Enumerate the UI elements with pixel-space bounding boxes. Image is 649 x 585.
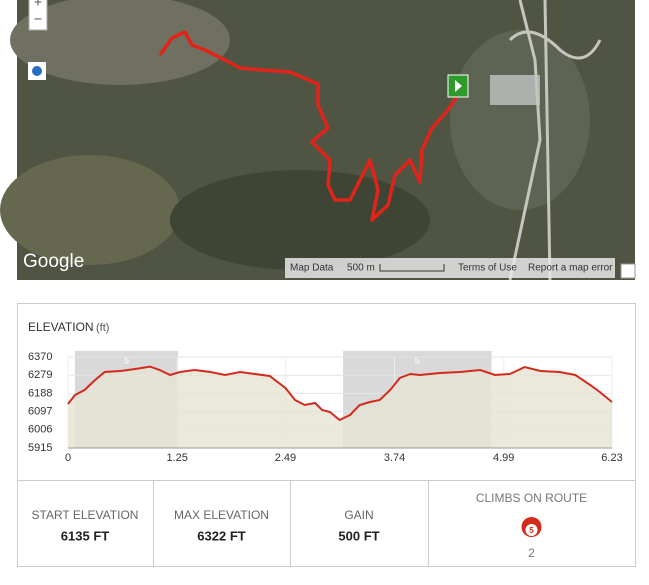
terrain: [170, 170, 430, 270]
climb-icon-inner: [525, 524, 538, 536]
y-tick-label: 6006: [28, 424, 52, 436]
x-tick-label: 3.74: [384, 452, 405, 464]
y-tick-label: 6097: [28, 406, 52, 418]
terrain: [10, 0, 230, 85]
climb-label: 5: [415, 355, 420, 365]
zoom-control[interactable]: [28, 0, 48, 31]
plot: 5 5 5915 6006 6097 6188 6279 6370 0 1.25 2.49 3.74 4…: [28, 351, 623, 464]
terrain: [450, 30, 590, 210]
y-tick-label: 6370: [28, 351, 52, 363]
building: [490, 75, 540, 105]
zoom-out[interactable]: −: [34, 11, 42, 27]
climb-label: 5: [124, 355, 129, 365]
stat-value: 6322 FT: [197, 528, 245, 543]
zoom-in[interactable]: +: [34, 0, 42, 10]
elevation-line: [67, 365, 613, 422]
stat-value: 6135 FT: [61, 528, 109, 543]
road: [508, 0, 602, 281]
x-tick-label: 2.49: [275, 452, 296, 464]
stat-label: CLIMBS ON ROUTE: [476, 491, 587, 505]
y-tick-label: 6188: [28, 387, 52, 399]
stat-value: 500 FT: [338, 528, 379, 543]
scale-bar: [379, 264, 445, 272]
chart-title: ELEVATION: [28, 320, 94, 334]
route: [158, 30, 460, 222]
chart-unit: (ft): [96, 322, 109, 334]
x-tick-label: 6.23: [601, 452, 622, 464]
y-tick-label: 5915: [28, 442, 52, 454]
report-link[interactable]: Report a map error: [528, 263, 613, 274]
map-footer: [285, 258, 615, 278]
y-tick-label: 6279: [28, 369, 52, 381]
terms-link[interactable]: Terms of Use: [458, 263, 517, 274]
stat-value: 2: [528, 546, 535, 560]
x-tick-label: 1.25: [166, 452, 187, 464]
map[interactable]: + − Google Map Data 500 m Terms of Use R…: [0, 0, 636, 281]
scale-label: 500 m: [347, 263, 375, 274]
stat-label: START ELEVATION: [32, 508, 139, 522]
area-fill: [68, 366, 612, 448]
stat-label: MAX ELEVATION: [174, 508, 269, 522]
expand-button[interactable]: [620, 263, 636, 279]
google-logo: Google: [23, 251, 84, 272]
x-tick-label: 4.99: [493, 452, 514, 464]
climb-icon-label: 5: [529, 526, 534, 535]
stats: START ELEVATION 6135 FT MAX ELEVATION 6322 …: [32, 481, 587, 566]
start-icon: [455, 80, 462, 92]
map-toggle-icon: [32, 66, 42, 76]
stat-label: GAIN: [344, 508, 373, 522]
x-tick-label: 0: [65, 452, 71, 464]
terrain: [0, 155, 180, 265]
map-data-link[interactable]: Map Data: [290, 263, 334, 274]
